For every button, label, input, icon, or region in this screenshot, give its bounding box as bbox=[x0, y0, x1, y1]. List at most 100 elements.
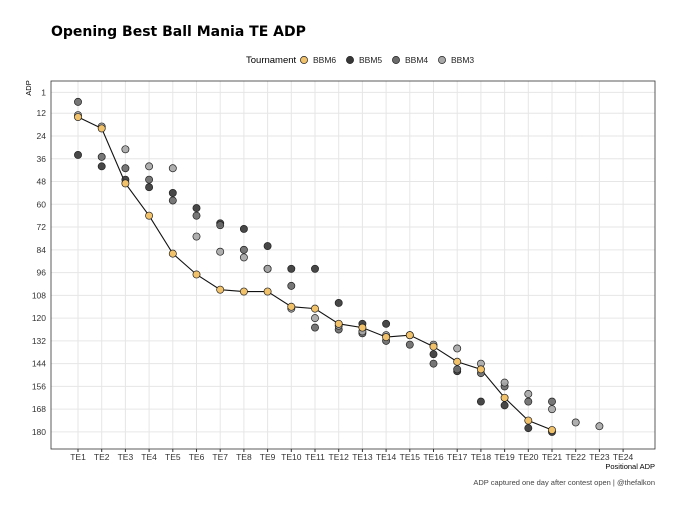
data-point-bbm6 bbox=[500, 393, 509, 402]
data-point-bbm3 bbox=[145, 162, 154, 171]
data-point-bbm4 bbox=[287, 281, 296, 290]
data-point-bbm5 bbox=[239, 225, 248, 233]
data-point-bbm5 bbox=[287, 264, 296, 273]
data-point-bbm4 bbox=[548, 397, 556, 406]
data-point-bbm5 bbox=[168, 188, 177, 197]
data-point-bbm5 bbox=[476, 397, 485, 406]
data-point-bbm5 bbox=[500, 401, 509, 410]
data-point-bbm3 bbox=[192, 232, 201, 241]
data-point-bbm4 bbox=[168, 196, 177, 205]
data-point-bbm6 bbox=[405, 331, 414, 340]
x-tick-label: TE19 bbox=[494, 452, 515, 462]
x-tick-label: TE24 bbox=[613, 452, 634, 462]
y-tick-label: 120 bbox=[32, 313, 46, 323]
data-point-bbm6 bbox=[97, 124, 106, 133]
x-tick-label: TE20 bbox=[518, 452, 539, 462]
x-tick-label: TE13 bbox=[352, 452, 373, 462]
data-point-bbm3 bbox=[453, 344, 462, 353]
x-tick-label: TE7 bbox=[212, 452, 228, 462]
x-tick-label: TE10 bbox=[281, 452, 302, 462]
data-point-bbm6 bbox=[476, 365, 485, 374]
legend-label-bbm3: BBM3 bbox=[451, 55, 474, 65]
data-point-bbm5 bbox=[311, 264, 319, 273]
x-tick-label: TE18 bbox=[471, 452, 492, 462]
y-tick-label: 96 bbox=[37, 268, 47, 278]
data-point-bbm5 bbox=[334, 298, 343, 307]
data-point-bbm6 bbox=[453, 357, 462, 366]
y-axis-label: ADP bbox=[24, 80, 33, 95]
data-point-bbm6 bbox=[334, 319, 343, 328]
data-point-bbm4 bbox=[145, 175, 154, 184]
plot-area: 1 12 24 36 48 60 72 84 96 108 120 132 144 156 168 180 TE… bbox=[32, 80, 656, 462]
data-point-bbm3 bbox=[168, 164, 177, 173]
y-tick-label: 24 bbox=[37, 131, 47, 141]
x-tick-label: TE12 bbox=[329, 452, 350, 462]
data-point-bbm6 bbox=[548, 426, 556, 434]
data-point-bbm4 bbox=[311, 323, 319, 332]
data-point-bbm5 bbox=[74, 151, 82, 159]
data-point-bbm3 bbox=[239, 253, 248, 262]
y-tick-label: 168 bbox=[32, 404, 46, 414]
data-point-bbm4 bbox=[429, 359, 438, 368]
y-tick-label: 48 bbox=[37, 177, 47, 187]
data-point-bbm6 bbox=[216, 285, 225, 294]
x-tick-label: TE11 bbox=[305, 452, 325, 462]
x-tick-label: TE8 bbox=[236, 452, 252, 462]
legend-key-bbm3 bbox=[438, 56, 446, 64]
x-tick-label: TE6 bbox=[189, 452, 205, 462]
legend-key-bbm5 bbox=[346, 56, 354, 64]
legend-label-bbm6: BBM6 bbox=[313, 55, 336, 65]
data-point-bbm4 bbox=[524, 397, 533, 406]
data-point-bbm3 bbox=[121, 145, 130, 154]
data-point-bbm5 bbox=[524, 424, 533, 433]
y-tick-label: 180 bbox=[32, 427, 46, 437]
y-tick-label: 12 bbox=[37, 108, 47, 118]
plot-background bbox=[51, 81, 655, 449]
data-point-bbm5 bbox=[263, 242, 272, 250]
data-point-bbm3 bbox=[311, 314, 319, 323]
data-point-bbm3 bbox=[548, 405, 556, 414]
x-tick-label: TE22 bbox=[566, 452, 587, 462]
data-point-bbm5 bbox=[145, 183, 154, 192]
x-tick-label: TE2 bbox=[94, 452, 110, 462]
data-point-bbm4 bbox=[192, 211, 201, 220]
y-tick-label: 36 bbox=[37, 154, 47, 164]
x-tick-label: TE9 bbox=[260, 452, 276, 462]
data-point-bbm4 bbox=[121, 164, 130, 173]
data-point-bbm6 bbox=[121, 179, 130, 188]
data-point-bbm5 bbox=[192, 204, 201, 213]
legend-label-bbm4: BBM4 bbox=[405, 55, 428, 65]
legend-key-bbm4 bbox=[392, 56, 400, 64]
plot-border bbox=[50, 80, 656, 450]
data-point-bbm6 bbox=[287, 302, 296, 311]
chart-title: Opening Best Ball Mania TE ADP bbox=[51, 24, 306, 40]
x-tick-label: TE1 bbox=[70, 452, 86, 462]
data-point-bbm6 bbox=[358, 323, 367, 332]
y-tick-label: 1 bbox=[41, 87, 46, 97]
y-tick-label: 156 bbox=[32, 381, 46, 391]
data-point-bbm3 bbox=[571, 418, 580, 427]
data-point-bbm6 bbox=[239, 287, 248, 296]
data-point-bbm6 bbox=[192, 270, 201, 279]
data-point-bbm5 bbox=[382, 319, 391, 328]
data-point-bbm3 bbox=[524, 390, 533, 398]
y-tick-label: 72 bbox=[37, 222, 47, 232]
data-point-bbm6 bbox=[145, 211, 154, 220]
x-tick-label: TE15 bbox=[400, 452, 421, 462]
y-tick-label: 132 bbox=[32, 336, 46, 346]
data-point-bbm5 bbox=[429, 350, 438, 359]
x-tick-label: TE21 bbox=[542, 452, 563, 462]
data-point-bbm3 bbox=[500, 378, 509, 387]
x-tick-label: TE23 bbox=[589, 452, 610, 462]
x-tick-label: TE5 bbox=[165, 452, 181, 462]
data-point-bbm4 bbox=[97, 152, 106, 161]
legend-label-bbm5: BBM5 bbox=[359, 55, 382, 65]
y-tick-label: 60 bbox=[37, 199, 47, 209]
y-tick-label: 84 bbox=[37, 245, 47, 255]
data-point-bbm3 bbox=[595, 422, 604, 431]
data-point-bbm3 bbox=[216, 247, 225, 256]
x-tick-label: TE17 bbox=[447, 452, 468, 462]
data-point-bbm4 bbox=[405, 340, 414, 349]
data-point-bbm6 bbox=[382, 333, 391, 342]
